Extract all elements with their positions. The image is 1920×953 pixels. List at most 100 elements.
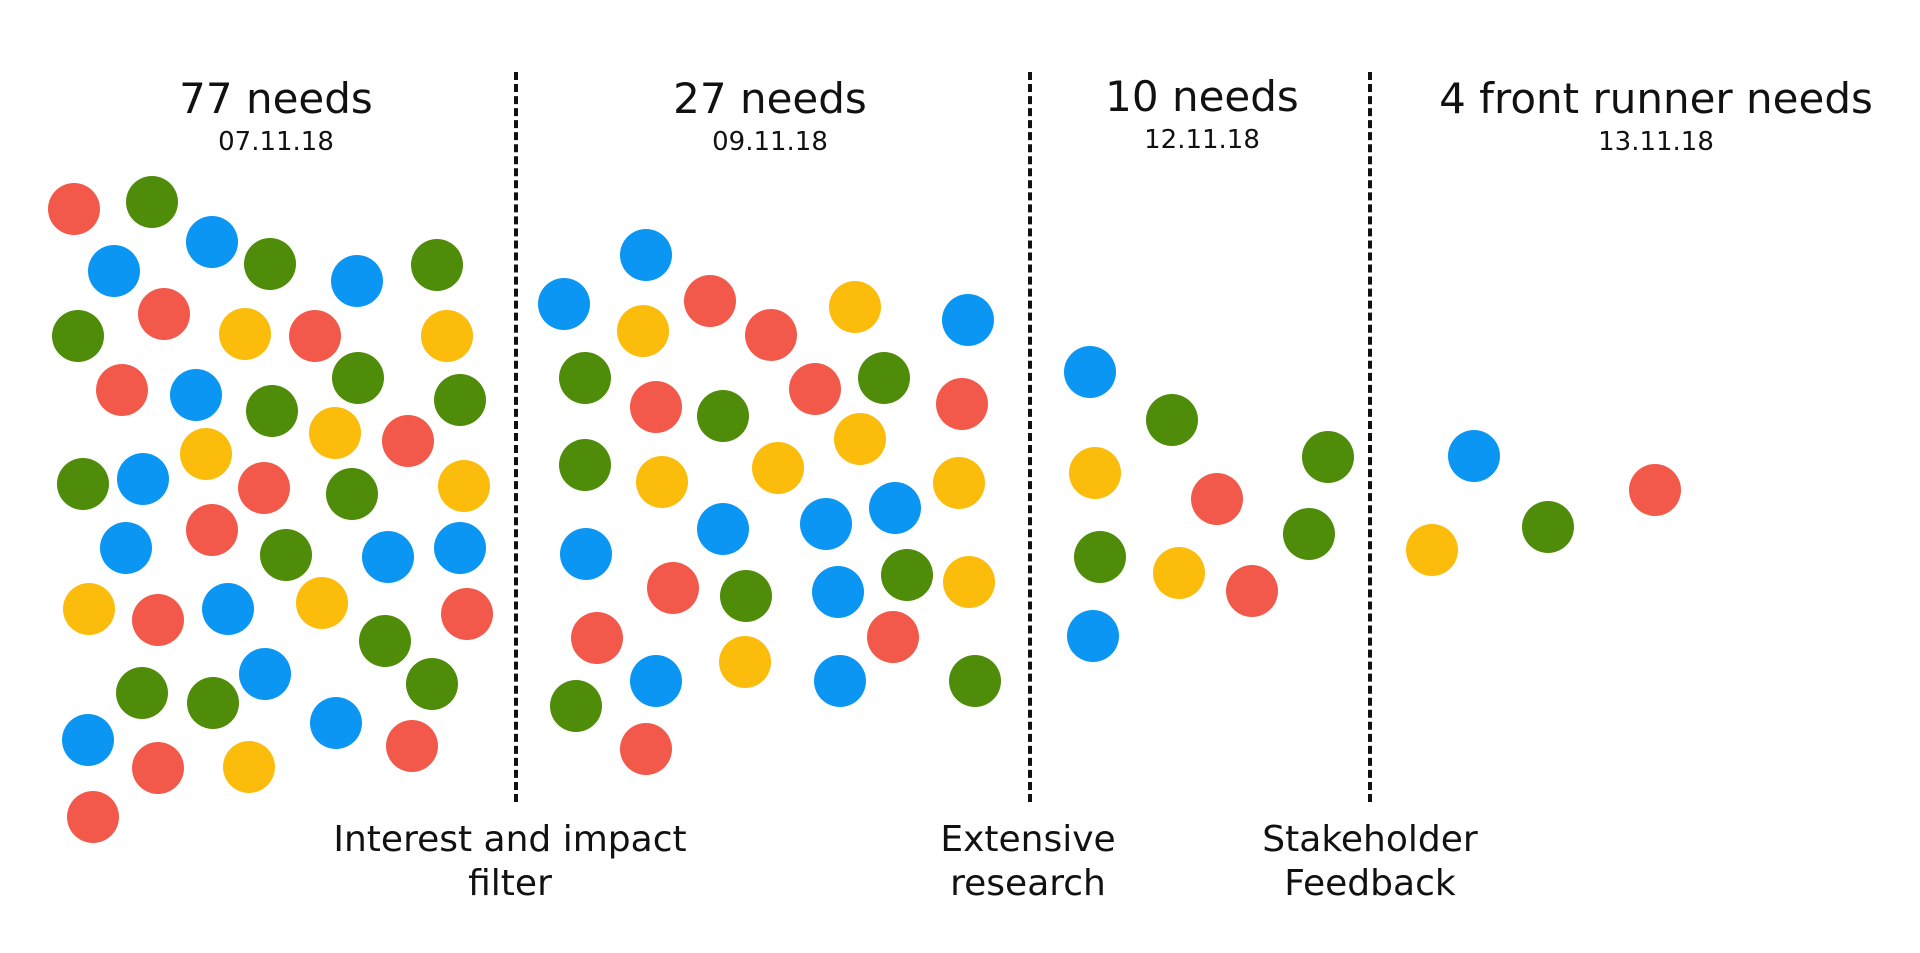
red-need-dot	[238, 462, 290, 514]
green-need-dot	[949, 655, 1001, 707]
stage-title: 27 needs	[673, 74, 867, 123]
yellow-need-dot	[943, 556, 995, 608]
red-need-dot	[1629, 464, 1681, 516]
green-need-dot	[260, 529, 312, 581]
blue-need-dot	[239, 648, 291, 700]
yellow-need-dot	[636, 456, 688, 508]
blue-need-dot	[1448, 430, 1500, 482]
blue-need-dot	[630, 655, 682, 707]
red-need-dot	[684, 275, 736, 327]
green-need-dot	[434, 374, 486, 426]
yellow-need-dot	[1069, 447, 1121, 499]
red-need-dot	[1226, 565, 1278, 617]
green-need-dot	[359, 615, 411, 667]
red-need-dot	[620, 723, 672, 775]
yellow-need-dot	[617, 305, 669, 357]
blue-need-dot	[560, 528, 612, 580]
blue-need-dot	[800, 498, 852, 550]
green-need-dot	[406, 658, 458, 710]
red-need-dot	[48, 183, 100, 235]
stage-date: 09.11.18	[712, 127, 828, 157]
stage-header-3: 10 needs 12.11.18	[942, 72, 1462, 156]
filter-label-extensive-research: Extensive research	[940, 819, 1116, 904]
yellow-need-dot	[834, 413, 886, 465]
stage-title: 4 front runner needs	[1439, 74, 1873, 123]
green-need-dot	[720, 570, 772, 622]
stage-title: 10 needs	[1105, 72, 1299, 121]
green-need-dot	[126, 176, 178, 228]
yellow-need-dot	[933, 457, 985, 509]
red-need-dot	[630, 381, 682, 433]
blue-need-dot	[362, 531, 414, 583]
green-need-dot	[858, 352, 910, 404]
filter-divider-1	[514, 72, 518, 802]
blue-need-dot	[869, 482, 921, 534]
filter-divider-2	[1028, 72, 1032, 802]
yellow-need-dot	[63, 583, 115, 635]
green-need-dot	[1283, 508, 1335, 560]
yellow-need-dot	[223, 741, 275, 793]
red-need-dot	[138, 288, 190, 340]
green-need-dot	[559, 352, 611, 404]
stage-date: 13.11.18	[1598, 127, 1714, 157]
blue-need-dot	[942, 294, 994, 346]
green-need-dot	[550, 680, 602, 732]
green-need-dot	[52, 310, 104, 362]
red-need-dot	[789, 363, 841, 415]
blue-need-dot	[310, 697, 362, 749]
red-need-dot	[132, 742, 184, 794]
red-need-dot	[867, 611, 919, 663]
yellow-need-dot	[219, 308, 271, 360]
red-need-dot	[96, 364, 148, 416]
stage-title: 77 needs	[179, 74, 373, 123]
stage-header-1: 77 needs 07.11.18	[16, 74, 536, 158]
blue-need-dot	[62, 714, 114, 766]
red-need-dot	[1191, 473, 1243, 525]
green-need-dot	[332, 352, 384, 404]
yellow-need-dot	[752, 442, 804, 494]
blue-need-dot	[620, 229, 672, 281]
green-need-dot	[1522, 501, 1574, 553]
filter-label-stakeholder-feedback: Stakeholder Feedback	[1262, 819, 1478, 904]
yellow-need-dot	[829, 281, 881, 333]
red-need-dot	[441, 588, 493, 640]
blue-need-dot	[331, 255, 383, 307]
red-need-dot	[67, 791, 119, 843]
green-need-dot	[1074, 531, 1126, 583]
green-need-dot	[57, 458, 109, 510]
green-need-dot	[697, 390, 749, 442]
green-need-dot	[326, 468, 378, 520]
red-need-dot	[936, 378, 988, 430]
red-need-dot	[745, 309, 797, 361]
yellow-need-dot	[180, 428, 232, 480]
yellow-need-dot	[719, 636, 771, 688]
blue-need-dot	[1067, 610, 1119, 662]
yellow-need-dot	[421, 310, 473, 362]
blue-need-dot	[538, 278, 590, 330]
blue-need-dot	[186, 216, 238, 268]
red-need-dot	[186, 504, 238, 556]
blue-need-dot	[812, 566, 864, 618]
green-need-dot	[411, 239, 463, 291]
green-need-dot	[1146, 394, 1198, 446]
green-need-dot	[244, 238, 296, 290]
blue-need-dot	[434, 522, 486, 574]
red-need-dot	[571, 612, 623, 664]
filter-divider-3	[1368, 72, 1372, 802]
stage-date: 07.11.18	[218, 127, 334, 157]
yellow-need-dot	[1153, 547, 1205, 599]
blue-need-dot	[88, 245, 140, 297]
yellow-need-dot	[296, 577, 348, 629]
green-need-dot	[187, 677, 239, 729]
red-need-dot	[289, 310, 341, 362]
stage-date: 12.11.18	[1144, 125, 1260, 155]
blue-need-dot	[1064, 346, 1116, 398]
blue-need-dot	[202, 583, 254, 635]
red-need-dot	[132, 594, 184, 646]
green-need-dot	[1302, 431, 1354, 483]
red-need-dot	[382, 415, 434, 467]
red-need-dot	[386, 720, 438, 772]
yellow-need-dot	[309, 407, 361, 459]
